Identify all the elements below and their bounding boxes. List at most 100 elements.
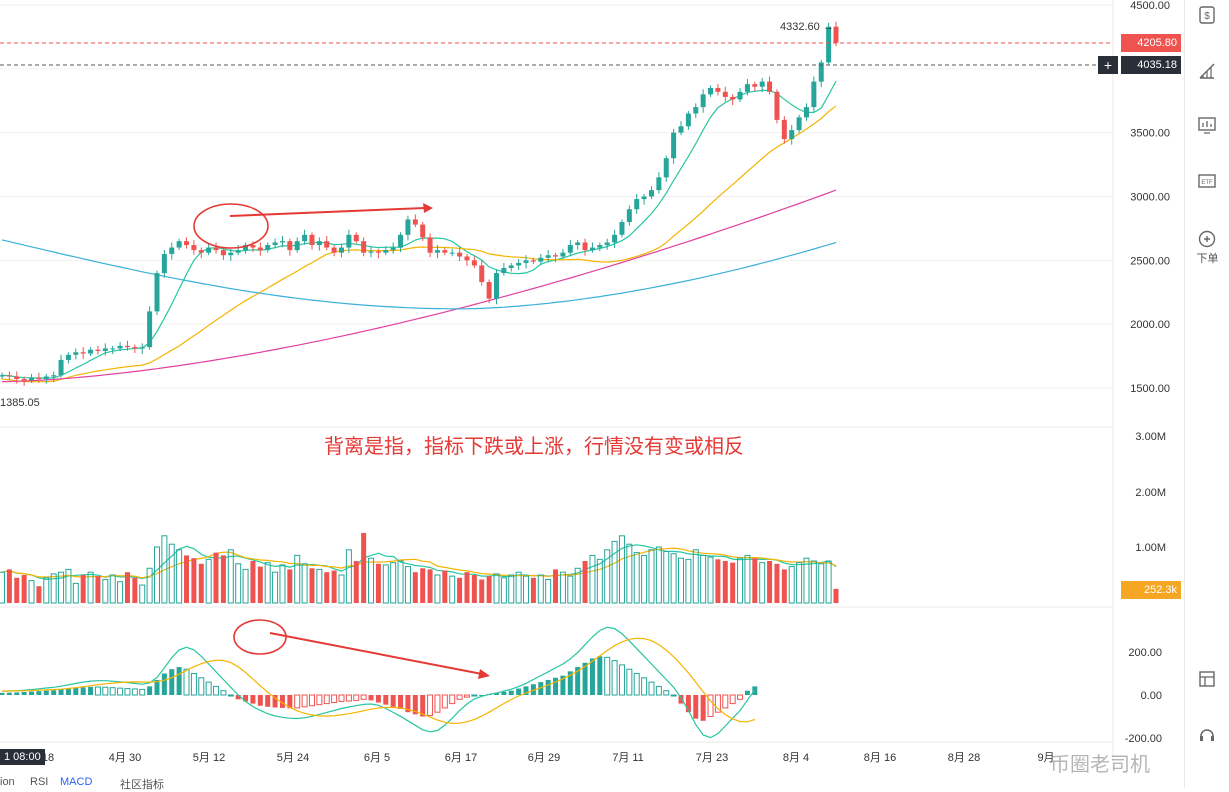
- macd-bar: [345, 694, 352, 702]
- macd-bar: [6, 692, 12, 695]
- volume-bar: [759, 562, 766, 604]
- candle-body: [294, 241, 300, 251]
- candle-body: [353, 234, 359, 242]
- volume-bar: [752, 558, 758, 603]
- macd-bar: [722, 694, 729, 709]
- candle-body: [51, 375, 57, 377]
- layout-icon[interactable]: [1194, 666, 1220, 692]
- volume-bar: [58, 571, 65, 604]
- volume-bar: [663, 550, 670, 604]
- tab-rsi[interactable]: RSI: [30, 776, 49, 788]
- candle-body: [235, 250, 241, 253]
- candle-body: [14, 376, 20, 380]
- candle-body: [412, 219, 418, 225]
- macd-bar: [301, 694, 308, 708]
- volume-bar: [464, 572, 470, 603]
- price-tick-label: 2500.00: [1130, 255, 1170, 267]
- volume-bar: [678, 557, 685, 604]
- crosshair-price-badge: 4035.18: [1121, 56, 1181, 74]
- indicator-icon[interactable]: [1194, 112, 1220, 138]
- candle-body: [530, 260, 536, 262]
- macd-bar: [294, 694, 301, 709]
- candle-body: [818, 62, 824, 82]
- candle-body: [774, 91, 780, 120]
- macd-bar: [523, 686, 529, 695]
- macd-bar: [714, 694, 721, 713]
- macd-bar: [198, 677, 205, 696]
- watermark: 币圈老司机: [1050, 754, 1150, 776]
- macd-bar: [449, 694, 456, 705]
- macd-tick-label: 0.00: [1141, 690, 1162, 702]
- candle-body: [65, 354, 71, 360]
- candle-body: [575, 242, 581, 246]
- volume-bar: [633, 552, 640, 604]
- candle-body: [545, 255, 551, 258]
- macd-bar: [530, 684, 536, 695]
- divergence-arrow-macd: [269, 632, 483, 675]
- order-icon[interactable]: [1194, 226, 1220, 252]
- candle-body: [346, 234, 352, 248]
- candle-body: [228, 252, 234, 256]
- volume-bar: [434, 574, 441, 604]
- candle-body: [390, 247, 396, 251]
- candle-body: [604, 242, 610, 246]
- candle-body: [516, 262, 522, 266]
- macd-tick-label: -200.00: [1125, 733, 1162, 745]
- volume-bar: [43, 577, 50, 604]
- macd-dea-line: [1, 637, 755, 725]
- candle-body: [331, 247, 337, 253]
- volume-bar: [471, 575, 477, 603]
- volume-bar: [553, 569, 559, 603]
- candle-body: [169, 247, 175, 254]
- volume-bar: [596, 558, 603, 604]
- tab-ion[interactable]: ion: [0, 776, 15, 788]
- macd-bar: [560, 675, 566, 695]
- price-tick-label: 4500.00: [1130, 0, 1170, 12]
- macd-bar: [744, 690, 750, 695]
- dollar-icon[interactable]: $: [1194, 2, 1220, 28]
- macd-bar: [501, 691, 507, 695]
- order-label[interactable]: 下单: [1196, 253, 1219, 265]
- tab-community-indicators[interactable]: 社区指标: [120, 779, 164, 791]
- divergence-circle-macd: [233, 619, 287, 655]
- volume-ma-lines: [1, 544, 837, 581]
- add-alert-button[interactable]: +: [1098, 56, 1118, 74]
- macd-bar: [36, 691, 42, 695]
- candle-body: [265, 245, 271, 251]
- macd-bar: [80, 687, 86, 695]
- tab-macd[interactable]: MACD: [60, 776, 93, 788]
- volume-bar: [294, 554, 301, 604]
- volume-bar: [331, 570, 337, 603]
- etf-icon[interactable]: ETF: [1194, 168, 1220, 194]
- volume-bar: [361, 533, 367, 603]
- volume-bar: [730, 562, 736, 603]
- candle-body: [560, 252, 566, 257]
- macd-bar: [154, 679, 160, 695]
- candle-body: [29, 377, 35, 381]
- macd-bar: [102, 686, 109, 696]
- volume-bar: [257, 566, 263, 603]
- candle-body: [708, 87, 714, 95]
- candle-body: [375, 251, 381, 253]
- macd-bar: [398, 695, 404, 709]
- candle-body: [567, 245, 573, 253]
- ma-long-line: [1, 239, 837, 310]
- trend-icon[interactable]: [1194, 58, 1220, 84]
- macd-bar: [190, 673, 197, 696]
- candle-body: [206, 247, 212, 253]
- support-icon[interactable]: [1194, 722, 1220, 748]
- macd-bar: [508, 690, 514, 695]
- candle-body: [781, 119, 787, 140]
- svg-text:$: $: [1204, 11, 1210, 22]
- volume-bar: [242, 568, 249, 604]
- candle-body: [493, 273, 499, 299]
- macd-bar: [427, 694, 434, 716]
- macd-bar: [0, 692, 5, 695]
- volume-bar: [685, 558, 692, 604]
- time-tick-label: 8月 28: [948, 752, 980, 764]
- candle-body: [58, 359, 64, 376]
- candle-body: [471, 260, 477, 266]
- volume-bar: [457, 577, 463, 603]
- candle-body: [619, 222, 625, 235]
